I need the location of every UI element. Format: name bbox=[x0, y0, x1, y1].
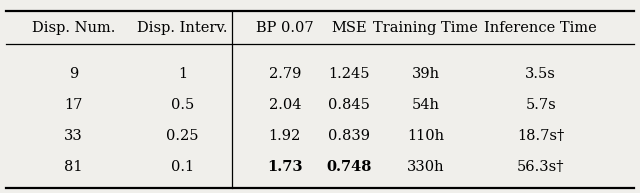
Text: 2.79: 2.79 bbox=[269, 67, 301, 81]
Text: 5.7s: 5.7s bbox=[525, 98, 556, 112]
Text: 17: 17 bbox=[65, 98, 83, 112]
Text: 0.839: 0.839 bbox=[328, 129, 370, 143]
Text: MSE: MSE bbox=[331, 21, 367, 35]
Text: 1.92: 1.92 bbox=[269, 129, 301, 143]
Text: Disp. Num.: Disp. Num. bbox=[32, 21, 115, 35]
Text: Training Time: Training Time bbox=[373, 21, 478, 35]
Text: 1: 1 bbox=[178, 67, 187, 81]
Text: 0.25: 0.25 bbox=[166, 129, 198, 143]
Text: 1.245: 1.245 bbox=[328, 67, 369, 81]
Text: 3.5s: 3.5s bbox=[525, 67, 556, 81]
Text: 9: 9 bbox=[69, 67, 78, 81]
Text: 0.1: 0.1 bbox=[171, 160, 194, 174]
Text: 0.845: 0.845 bbox=[328, 98, 370, 112]
Text: Disp. Interv.: Disp. Interv. bbox=[137, 21, 228, 35]
Text: 330h: 330h bbox=[407, 160, 444, 174]
Text: 54h: 54h bbox=[412, 98, 440, 112]
Text: 0.748: 0.748 bbox=[326, 160, 371, 174]
Text: 39h: 39h bbox=[412, 67, 440, 81]
Text: 18.7s†: 18.7s† bbox=[517, 129, 564, 143]
Text: 33: 33 bbox=[64, 129, 83, 143]
Text: 110h: 110h bbox=[407, 129, 444, 143]
Text: 2.04: 2.04 bbox=[269, 98, 301, 112]
Text: 0.5: 0.5 bbox=[171, 98, 194, 112]
Text: BP 0.07: BP 0.07 bbox=[256, 21, 314, 35]
Text: Inference Time: Inference Time bbox=[484, 21, 597, 35]
Text: 1.73: 1.73 bbox=[267, 160, 303, 174]
Text: 56.3s†: 56.3s† bbox=[517, 160, 564, 174]
Text: 81: 81 bbox=[65, 160, 83, 174]
